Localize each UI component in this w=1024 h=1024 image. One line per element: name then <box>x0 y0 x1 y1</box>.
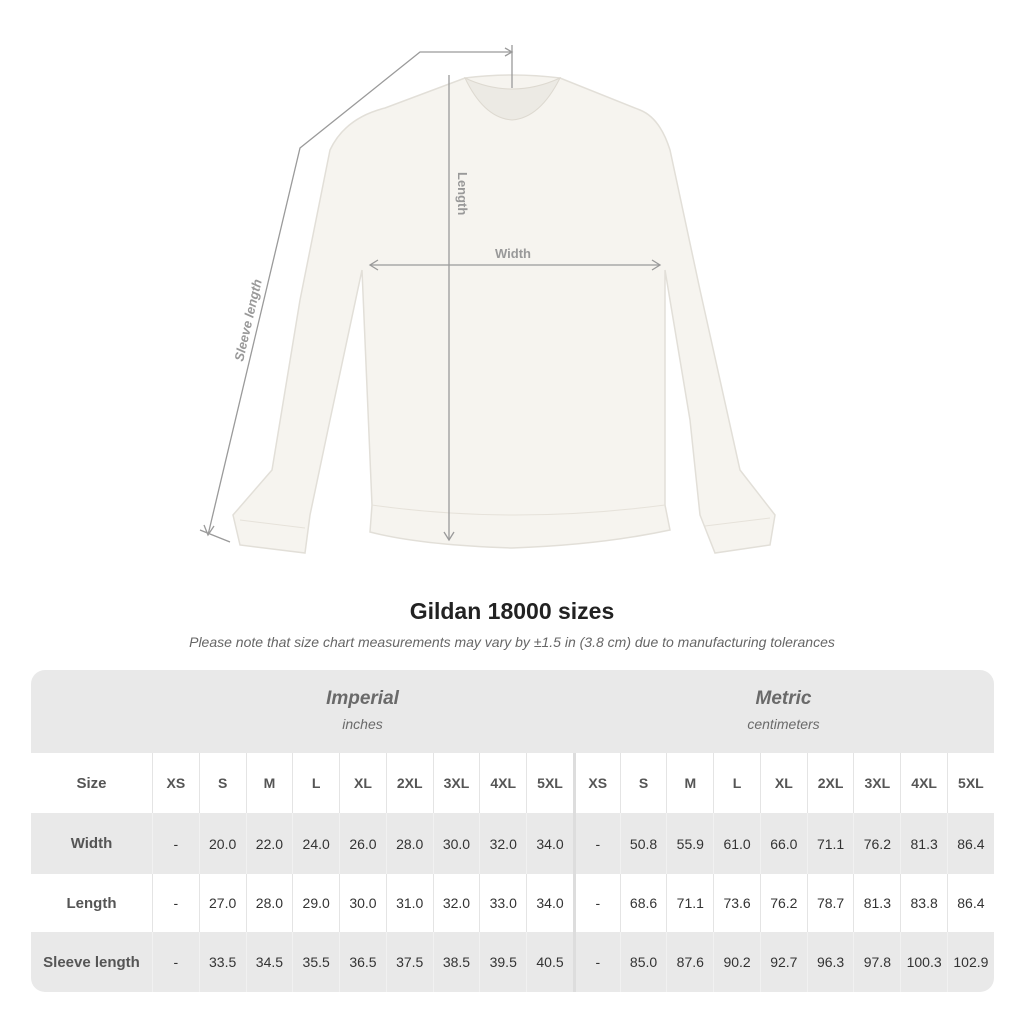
value-cell: 33.5 <box>198 932 246 992</box>
size-header-cell: 2XL <box>806 753 854 813</box>
value-cell: 55.9 <box>666 813 713 874</box>
imperial-unit: inches <box>342 716 383 732</box>
row-label: Width <box>70 835 113 852</box>
value-cell: 71.1 <box>666 874 713 932</box>
size-header-cell: 4XL <box>479 753 526 813</box>
value-cell: - <box>152 932 199 992</box>
value-cell: 30.0 <box>339 874 386 932</box>
value-cell: 36.5 <box>339 932 386 992</box>
value-cell: 86.4 <box>947 874 994 932</box>
value-cell: 78.7 <box>806 874 854 932</box>
sweatshirt-image <box>232 74 776 554</box>
value-cell: 31.0 <box>385 874 433 932</box>
imperial-header: Imperial inches <box>152 688 573 732</box>
value-cell: 68.6 <box>619 874 667 932</box>
value-cell: 32.0 <box>432 874 480 932</box>
table-row: Length -27.0 28.0 29.0 30.0 31.0 32.0 33.0 34.0-… <box>31 874 994 932</box>
value-cell: 66.0 <box>759 813 807 874</box>
size-table: Imperial inches Metric centimeters Size X… <box>31 670 994 992</box>
size-header-cell: 5XL <box>947 753 994 813</box>
size-header-cell: L <box>292 753 339 813</box>
value-cell: 50.8 <box>619 813 667 874</box>
table-row: Sleeve length -33.5 34.5 35.5 36.5 37.5 38.5 39… <box>31 932 994 992</box>
size-header-cell: XL <box>339 753 386 813</box>
value-cell: 61.0 <box>713 813 760 874</box>
value-cell: 76.2 <box>759 874 807 932</box>
value-cell: 28.0 <box>385 813 433 874</box>
value-cell: 71.1 <box>806 813 854 874</box>
size-header-cell: XS <box>152 753 199 813</box>
size-header-cell: 5XL <box>526 753 573 813</box>
size-header-cell: M <box>666 753 713 813</box>
size-header-cell: L <box>713 753 760 813</box>
value-cell: 76.2 <box>853 813 900 874</box>
metric-header: Metric centimeters <box>573 688 994 732</box>
size-header-cell: 4XL <box>900 753 947 813</box>
value-cell: 35.5 <box>292 932 339 992</box>
value-cell: 87.6 <box>666 932 713 992</box>
value-cell: - <box>572 874 620 932</box>
size-header-cell: 2XL <box>385 753 433 813</box>
value-cell: 26.0 <box>339 813 386 874</box>
value-cell: - <box>152 813 199 874</box>
value-cell: - <box>572 932 620 992</box>
value-cell: 100.3 <box>900 932 947 992</box>
chart-title: Gildan 18000 sizes <box>409 598 615 624</box>
length-label: Length <box>455 172 470 215</box>
value-cell: 28.0 <box>245 874 293 932</box>
value-cell: 37.5 <box>385 932 433 992</box>
value-cell: 24.0 <box>292 813 339 874</box>
size-header-cell: XS <box>572 753 620 813</box>
metric-unit: centimeters <box>747 716 820 732</box>
size-header-cell: S <box>619 753 667 813</box>
value-cell: 81.3 <box>900 813 947 874</box>
value-cell: 102.9 <box>947 932 994 992</box>
tolerance-note: Please note that size chart measurements… <box>189 634 835 650</box>
size-header-cell: M <box>245 753 293 813</box>
value-cell: 39.5 <box>479 932 526 992</box>
row-label: Sleeve length <box>43 953 140 971</box>
value-cell: 22.0 <box>245 813 293 874</box>
table-row: Width -20.0 22.0 24.0 26.0 28.0 30.0 32.0 34.0-5… <box>31 813 994 874</box>
value-cell: 96.3 <box>806 932 854 992</box>
value-cell: 83.8 <box>900 874 947 932</box>
sleeve-length-label: Sleeve length <box>231 278 264 363</box>
value-cell: - <box>152 874 199 932</box>
value-cell: 34.5 <box>245 932 293 992</box>
size-header-row: Size XS S M L XL 2XL 3XL 4XL 5XL XS S M L XL 2XL 3XL 4XL 5… <box>31 753 994 813</box>
value-cell: 40.5 <box>526 932 573 992</box>
value-cell: 34.0 <box>526 874 573 932</box>
value-cell: 73.6 <box>713 874 760 932</box>
metric-heading: Metric <box>755 688 812 709</box>
value-cell: 86.4 <box>947 813 994 874</box>
value-cell: 30.0 <box>432 813 480 874</box>
value-cell: 34.0 <box>526 813 573 874</box>
value-cell: 85.0 <box>619 932 667 992</box>
size-header-cell: S <box>198 753 246 813</box>
value-cell: 81.3 <box>853 874 900 932</box>
size-header-cell: XL <box>759 753 807 813</box>
row-label: Size <box>76 774 107 792</box>
value-cell: 92.7 <box>759 932 807 992</box>
width-label: Width <box>495 246 531 261</box>
measure-lines <box>199 45 662 543</box>
value-cell: 32.0 <box>479 813 526 874</box>
value-cell: - <box>572 813 620 874</box>
value-cell: 90.2 <box>713 932 760 992</box>
row-label: Length <box>66 894 117 912</box>
value-cell: 27.0 <box>198 874 246 932</box>
sweatshirt-diagram: Sleeve length Length Width <box>199 45 776 554</box>
value-cell: 97.8 <box>853 932 900 992</box>
size-header-cell: 3XL <box>853 753 900 813</box>
imperial-heading: Imperial <box>326 688 399 709</box>
value-cell: 29.0 <box>292 874 339 932</box>
value-cell: 33.0 <box>479 874 526 932</box>
size-header-cell: 3XL <box>432 753 480 813</box>
value-cell: 38.5 <box>432 932 480 992</box>
value-cell: 20.0 <box>198 813 246 874</box>
